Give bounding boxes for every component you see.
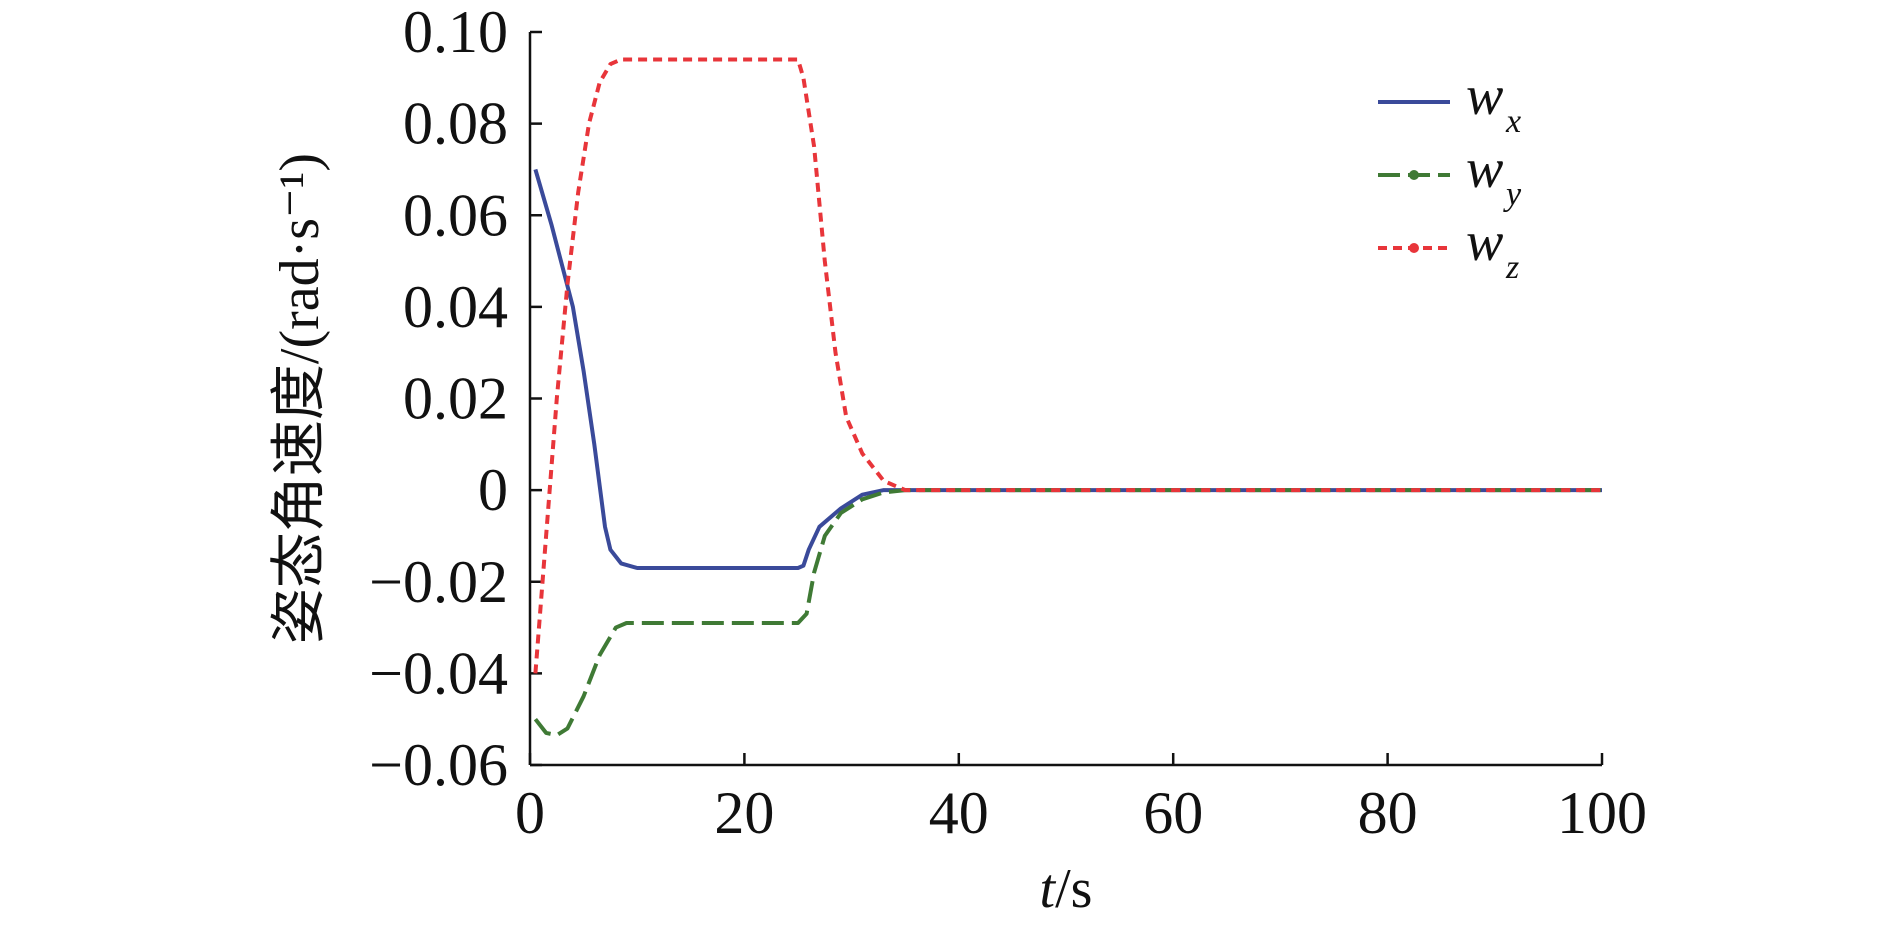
x-tick-label: 20 xyxy=(714,780,774,846)
x-tick-label: 100 xyxy=(1557,780,1647,846)
series-line-x xyxy=(533,168,1602,570)
legend-subscript-z: z xyxy=(1505,249,1519,286)
y-tick-label: 0.08 xyxy=(403,91,508,157)
x-tick-label: 80 xyxy=(1358,780,1418,846)
x-axis-title: t/s xyxy=(1040,858,1093,920)
x-tick-label: 0 xyxy=(515,780,545,846)
series-line-y xyxy=(533,488,1602,738)
legend-label-x: w xyxy=(1466,65,1503,127)
y-tick-label: 0.06 xyxy=(403,182,508,248)
legend-label-z: w xyxy=(1466,211,1503,273)
y-tick-label: 0.10 xyxy=(403,0,508,65)
legend-subscript-y: y xyxy=(1503,176,1522,213)
y-tick-label: −0.04 xyxy=(369,640,508,706)
y-axis-title: 姿态角速度/(rad·s⁻¹) xyxy=(269,153,331,644)
series-layer xyxy=(533,57,1602,738)
y-tick-label: −0.02 xyxy=(369,549,508,615)
ticks: 0 20 40 60 80 100 0.10 0.08 0.06 0.04 0.02 0 −0.02 −0… xyxy=(369,0,1647,846)
legend-subscript-x: x xyxy=(1505,103,1521,140)
y-tick-label: 0 xyxy=(478,457,508,523)
axes xyxy=(528,32,1602,767)
y-tick-label: 0.02 xyxy=(403,366,508,432)
legend: w xw yw z xyxy=(1378,65,1522,286)
axis-titles: t/s 姿态角速度/(rad·s⁻¹) xyxy=(269,153,1092,920)
x-tick-label: 60 xyxy=(1143,780,1203,846)
x-tick-label: 40 xyxy=(929,780,989,846)
series-line-z xyxy=(533,57,1602,674)
y-tick-label: 0.04 xyxy=(403,274,508,340)
y-tick-label: −0.06 xyxy=(369,732,508,798)
legend-marker-y xyxy=(1409,170,1419,180)
legend-label-y: w xyxy=(1466,138,1503,200)
legend-marker-z xyxy=(1409,243,1419,253)
